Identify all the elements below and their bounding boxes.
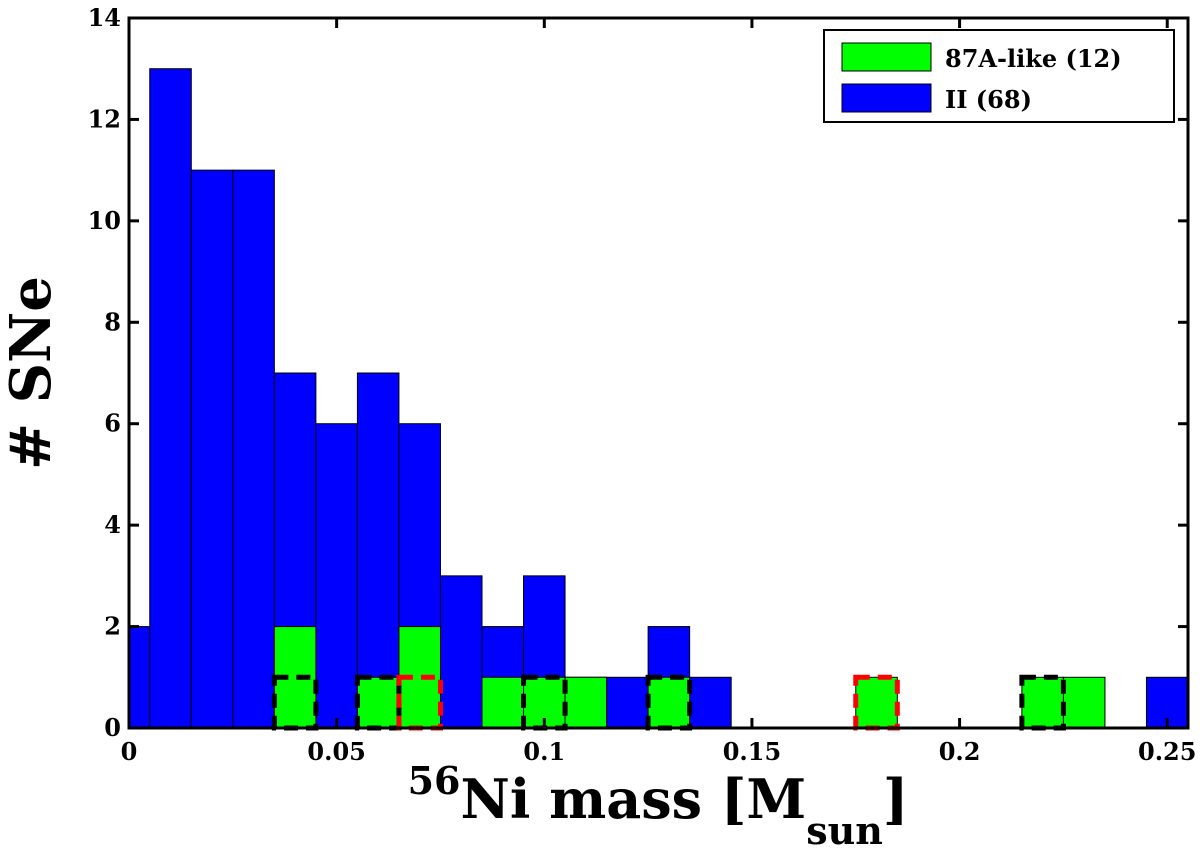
87A-like-bar [1062,676,1106,729]
x-axis-label: 56Ni mass [Msun] [408,758,909,849]
x-tick-label: 0.1 [523,737,565,766]
x-tick-label: 0 [121,737,138,766]
87A-like-bar [855,676,898,729]
legend-swatch-87A-like [841,42,932,72]
y-tick-label: 12 [88,104,121,133]
legend-label-II: II (68) [945,85,1032,114]
type-II-bar [232,169,275,729]
type-II-bar [190,169,234,729]
87A-like-bar [356,676,400,729]
y-tick-label: 2 [104,612,121,641]
y-tick-label: 14 [88,3,121,32]
y-tick-label: 0 [104,713,121,742]
y-tick-label: 8 [104,307,121,336]
87A-like-bar [1021,676,1064,729]
87A-like-bar [647,676,691,729]
x-tick-label: 0.2 [939,737,981,766]
type-II-bar [439,575,483,729]
y-axis-label: # SNe [0,276,64,470]
type-II-bar [149,68,192,729]
type-II-bar [315,423,358,729]
series-type-II-bars [128,68,1189,729]
x-axis-label-subscript: sun [806,808,883,849]
type-II-bar [356,372,400,729]
x-tick-label: 0.15 [723,737,781,766]
type-II-bar [128,626,151,729]
series-87A-like-bars [273,626,1106,729]
x-tick-label: 0.25 [1138,737,1196,766]
x-axis-label-main: Ni mass [M [460,767,806,831]
type-II-bar [606,676,649,729]
legend: 87A-like (12) II (68) [823,29,1175,123]
x-tick-label: 0.05 [307,737,365,766]
y-tick-label: 4 [104,510,121,539]
87A-like-bar [564,676,608,729]
type-II-bar [689,676,732,729]
y-tick-label: 10 [88,206,121,235]
x-axis-label-superscript: 56 [408,758,461,803]
y-tick-labels: 0 2 4 6 8 10 12 14 [88,3,121,742]
x-axis-label-close-bracket: ] [883,767,909,831]
x-tick-labels: 0 0.05 0.1 0.15 0.2 0.25 [121,737,1197,766]
plot-frame [127,16,1190,730]
legend-label-87A-like: 87A-like (12) [945,44,1122,73]
87A-like-bar [481,676,525,729]
y-tick-label: 6 [104,409,121,438]
legend-swatch-II [841,83,932,113]
